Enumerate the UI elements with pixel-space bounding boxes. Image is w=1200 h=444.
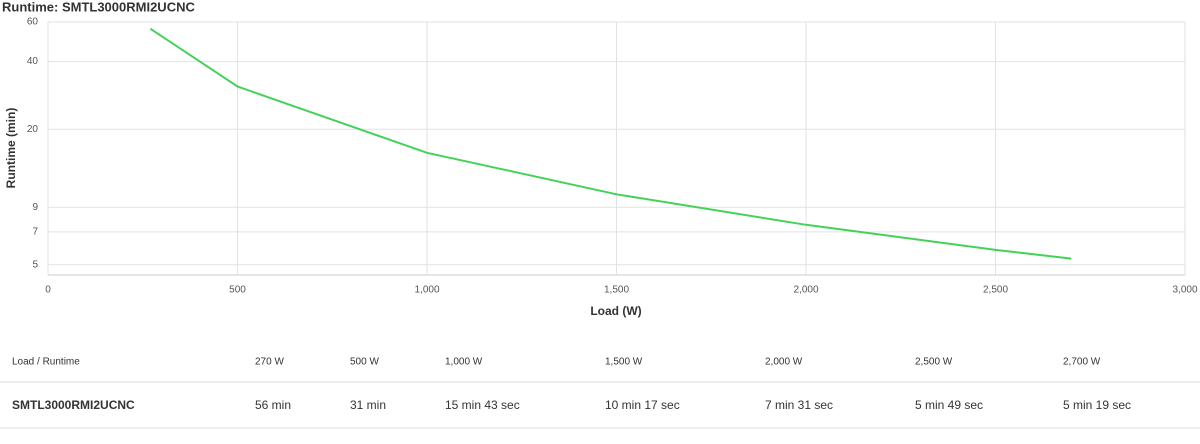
- table-cell: 7 min 31 sec: [765, 398, 833, 412]
- table-cell: 15 min 43 sec: [445, 398, 520, 412]
- x-axis-label: Load (W): [590, 304, 641, 318]
- table-header-cell: Load / Runtime: [12, 357, 80, 368]
- x-tick-label: 2,500: [983, 285, 1008, 296]
- table-cell: 56 min: [255, 398, 291, 412]
- table-header-cell: 1,500 W: [605, 357, 643, 368]
- table-header-cell: 500 W: [350, 357, 379, 368]
- x-tick-label: 0: [45, 285, 51, 296]
- y-tick-label: 60: [27, 17, 39, 28]
- table-cell: 10 min 17 sec: [605, 398, 680, 412]
- table-cell: 5 min 19 sec: [1063, 398, 1131, 412]
- table-header-cell: 270 W: [255, 357, 284, 368]
- table-cell: SMTL3000RMI2UCNC: [12, 398, 135, 412]
- x-tick-label: 500: [229, 285, 246, 296]
- runtime-line: [149, 27, 1072, 260]
- chart-title: Runtime: SMTL3000RMI2UCNC: [2, 0, 195, 14]
- y-tick-label: 40: [27, 56, 39, 67]
- table-cell: 5 min 49 sec: [915, 398, 983, 412]
- y-tick-label: 5: [32, 259, 38, 270]
- x-tick-label: 3,000: [1172, 285, 1197, 296]
- y-tick-label: 7: [32, 226, 38, 237]
- y-axis-label: Runtime (min): [4, 108, 18, 189]
- x-tick-label: 2,000: [793, 285, 818, 296]
- table-cell: 31 min: [350, 398, 386, 412]
- table-header-cell: 1,000 W: [445, 357, 483, 368]
- table-header-cell: 2,000 W: [765, 357, 803, 368]
- y-tick-label: 20: [27, 124, 39, 135]
- table-header-cell: 2,500 W: [915, 357, 953, 368]
- x-tick-label: 1,000: [414, 285, 439, 296]
- x-tick-label: 1,500: [604, 285, 629, 296]
- y-tick-label: 9: [32, 202, 38, 213]
- table-header-cell: 2,700 W: [1063, 357, 1101, 368]
